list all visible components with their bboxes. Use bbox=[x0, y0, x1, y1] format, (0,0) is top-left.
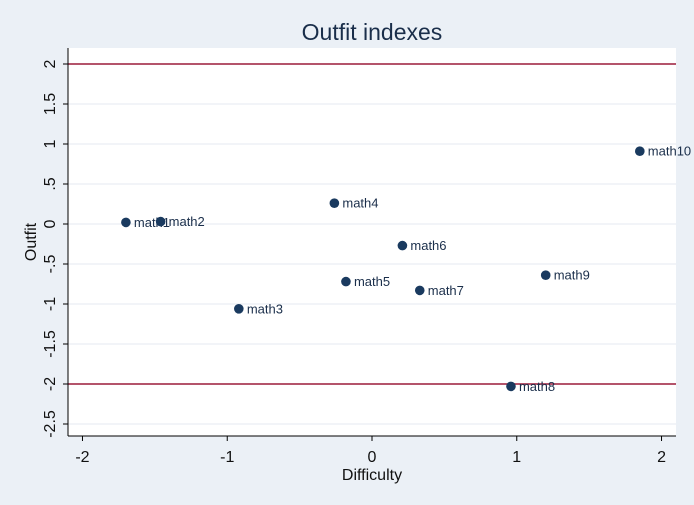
point-label-math10: math10 bbox=[648, 144, 691, 159]
data-point-math5 bbox=[341, 276, 351, 287]
data-points: math1math2math3math4math5math6math7math8… bbox=[121, 144, 691, 394]
x-axis-title: Difficulty bbox=[342, 467, 402, 484]
y-tick-label: -.5 bbox=[42, 255, 59, 274]
y-tick-label: -1.5 bbox=[42, 330, 59, 358]
data-point-math10 bbox=[635, 146, 645, 156]
point-label-math8: math8 bbox=[519, 379, 555, 394]
y-tick-label: -2.5 bbox=[42, 410, 59, 438]
y-tick-label: .5 bbox=[42, 177, 59, 190]
data-point-math4 bbox=[329, 198, 340, 208]
point-label-math6: math6 bbox=[410, 238, 446, 253]
x-tick-label: 2 bbox=[657, 449, 666, 466]
data-point-math9 bbox=[540, 270, 551, 281]
y-axis-title: Outfit bbox=[23, 222, 40, 261]
data-point-math8 bbox=[506, 381, 516, 392]
y-tick-label: 1 bbox=[42, 139, 59, 148]
x-tick-label: -2 bbox=[75, 449, 89, 466]
point-label-math4: math4 bbox=[342, 196, 378, 211]
point-label-math2: math2 bbox=[169, 214, 205, 229]
y-tick-label: 1.5 bbox=[42, 93, 59, 115]
data-point-math7 bbox=[414, 285, 425, 296]
point-label-math9: math9 bbox=[554, 268, 590, 283]
data-point-math6 bbox=[397, 240, 408, 251]
y-tick-label: -2 bbox=[42, 377, 59, 391]
axes: 21.51.50-.5-1-1.5-2-2.5-2 -1 0 1 2 bbox=[42, 48, 676, 466]
point-label-math3: math3 bbox=[247, 301, 283, 316]
data-point-math1 bbox=[121, 217, 131, 228]
y-tick-label: 0 bbox=[42, 219, 59, 228]
data-point-math2 bbox=[155, 216, 166, 227]
chart-title: Outfit indexes bbox=[302, 19, 443, 45]
y-tick-label: 2 bbox=[42, 59, 59, 68]
x-tick-label: 1 bbox=[512, 449, 521, 466]
point-label-math7: math7 bbox=[428, 283, 464, 298]
plot-area bbox=[68, 48, 676, 436]
reference-lines bbox=[68, 63, 676, 385]
data-point-math3 bbox=[234, 304, 244, 314]
x-tick-label: 0 bbox=[368, 449, 377, 466]
point-label-math5: math5 bbox=[354, 274, 390, 289]
x-tick-label: -1 bbox=[220, 449, 234, 466]
y-tick-label: -1 bbox=[42, 297, 59, 311]
